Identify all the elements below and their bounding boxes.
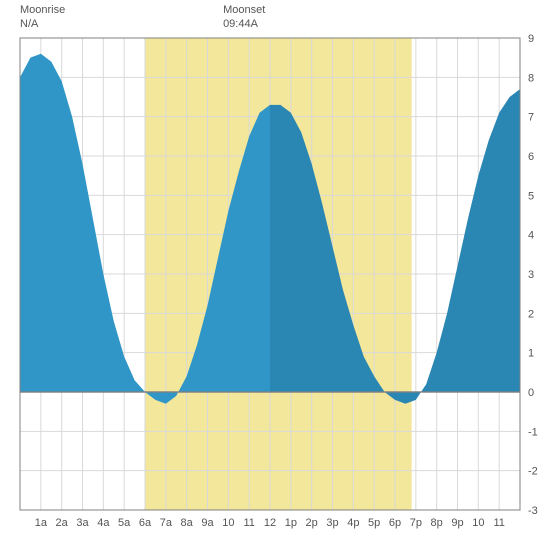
svg-text:1p: 1p [285, 517, 297, 529]
svg-text:5: 5 [528, 190, 534, 202]
svg-text:2a: 2a [56, 517, 69, 529]
svg-text:5p: 5p [368, 517, 380, 529]
moon-header: Moonrise N/A Moonset 09:44A [20, 4, 265, 32]
svg-text:8: 8 [528, 72, 534, 84]
svg-text:7p: 7p [410, 517, 422, 529]
svg-text:2p: 2p [306, 517, 318, 529]
svg-text:1a: 1a [35, 517, 48, 529]
svg-text:10: 10 [222, 517, 234, 529]
svg-text:9a: 9a [201, 517, 214, 529]
svg-text:3p: 3p [326, 517, 338, 529]
svg-text:11: 11 [243, 517, 254, 529]
svg-text:5a: 5a [118, 517, 131, 529]
svg-text:7: 7 [528, 112, 534, 124]
svg-text:9: 9 [528, 33, 534, 45]
tide-chart-container: Moonrise N/A Moonset 09:44A -3-2-1012345… [0, 0, 550, 550]
svg-text:0: 0 [528, 387, 534, 399]
svg-text:8a: 8a [181, 517, 194, 529]
svg-text:7a: 7a [160, 517, 173, 529]
svg-text:1: 1 [528, 348, 534, 360]
svg-text:3: 3 [528, 269, 534, 281]
svg-text:4: 4 [528, 230, 534, 242]
svg-text:4p: 4p [347, 517, 359, 529]
svg-text:3a: 3a [76, 517, 89, 529]
svg-text:-1: -1 [528, 426, 538, 438]
moonset-value: 09:44A [223, 18, 265, 32]
moonrise-block: Moonrise N/A [20, 4, 220, 32]
svg-text:-3: -3 [528, 505, 538, 517]
svg-text:2: 2 [528, 308, 534, 320]
svg-text:6a: 6a [139, 517, 152, 529]
moonrise-value: N/A [20, 18, 220, 32]
moonset-block: Moonset 09:44A [223, 4, 265, 32]
moonset-label: Moonset [223, 4, 265, 18]
svg-text:8p: 8p [431, 517, 443, 529]
svg-text:10: 10 [472, 517, 484, 529]
svg-text:-2: -2 [528, 466, 538, 478]
svg-text:11: 11 [493, 517, 504, 529]
svg-text:4a: 4a [97, 517, 110, 529]
svg-text:6p: 6p [389, 517, 401, 529]
moonrise-label: Moonrise [20, 4, 220, 18]
svg-text:6: 6 [528, 151, 534, 163]
svg-text:12: 12 [264, 517, 276, 529]
tide-chart: -3-2-101234567891a2a3a4a5a6a7a8a9a101112… [0, 0, 550, 550]
svg-text:9p: 9p [451, 517, 463, 529]
